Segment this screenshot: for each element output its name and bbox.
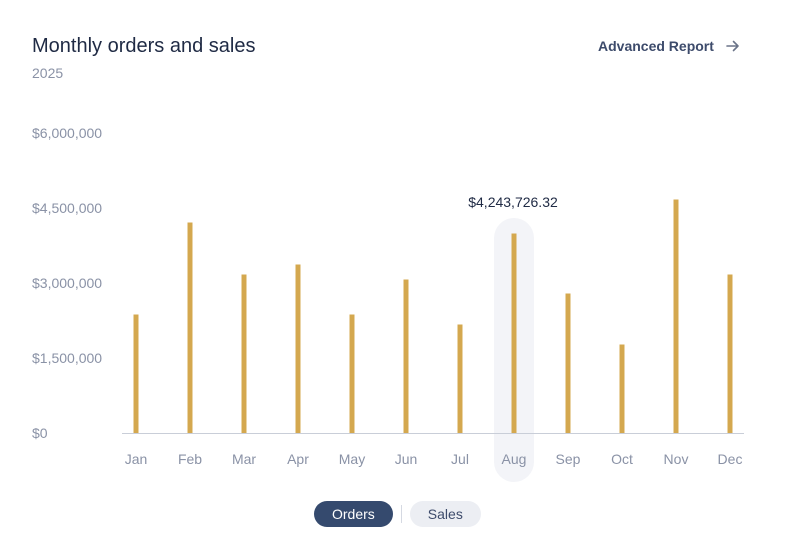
toggle-divider <box>400 505 402 523</box>
chart-title: Monthly orders and sales <box>32 35 256 57</box>
x-tick-label: Dec <box>718 451 743 467</box>
x-tick-label: Apr <box>287 451 309 467</box>
x-tick-label: Jul <box>451 451 469 467</box>
advanced-report-label: Advanced Report <box>598 38 714 54</box>
y-tick-label: $0 <box>32 425 48 441</box>
chart-year: 2025 <box>32 65 64 81</box>
x-tick-label: Nov <box>664 451 689 467</box>
tooltip-value: $4,243,726.32 <box>468 194 558 210</box>
y-tick-label: $1,500,000 <box>32 350 102 366</box>
x-tick-label: Jan <box>125 451 148 467</box>
x-tick-label: Mar <box>232 451 256 467</box>
orders-toggle-button[interactable]: Orders <box>314 501 393 527</box>
bar-feb[interactable] <box>187 222 193 434</box>
arrow-right-icon <box>726 40 739 52</box>
x-tick-label: May <box>339 451 365 467</box>
bar-mar[interactable] <box>241 274 247 434</box>
bar-jan[interactable] <box>133 314 139 434</box>
x-tick-label: Feb <box>178 451 202 467</box>
x-tick-label: Jun <box>395 451 418 467</box>
advanced-report-link[interactable]: Advanced Report <box>598 38 740 54</box>
y-tick-label: $6,000,000 <box>32 125 102 141</box>
sales-toggle-button[interactable]: Sales <box>409 501 481 527</box>
bar-jul[interactable] <box>457 324 463 434</box>
bar-nov[interactable] <box>673 199 679 434</box>
bar-jun[interactable] <box>403 279 409 434</box>
y-tick-label: $3,000,000 <box>32 275 102 291</box>
bar-aug[interactable] <box>511 233 517 434</box>
y-tick-label: $4,500,000 <box>32 200 102 216</box>
bar-may[interactable] <box>349 314 355 434</box>
x-tick-label: Aug <box>502 451 527 467</box>
bar-oct[interactable] <box>619 344 625 434</box>
bar-sep[interactable] <box>565 293 571 434</box>
x-tick-label: Sep <box>556 451 581 467</box>
bar-dec[interactable] <box>727 274 733 434</box>
x-tick-label: Oct <box>611 451 633 467</box>
bar-apr[interactable] <box>295 264 301 434</box>
view-toggle: Orders Sales <box>314 501 481 527</box>
